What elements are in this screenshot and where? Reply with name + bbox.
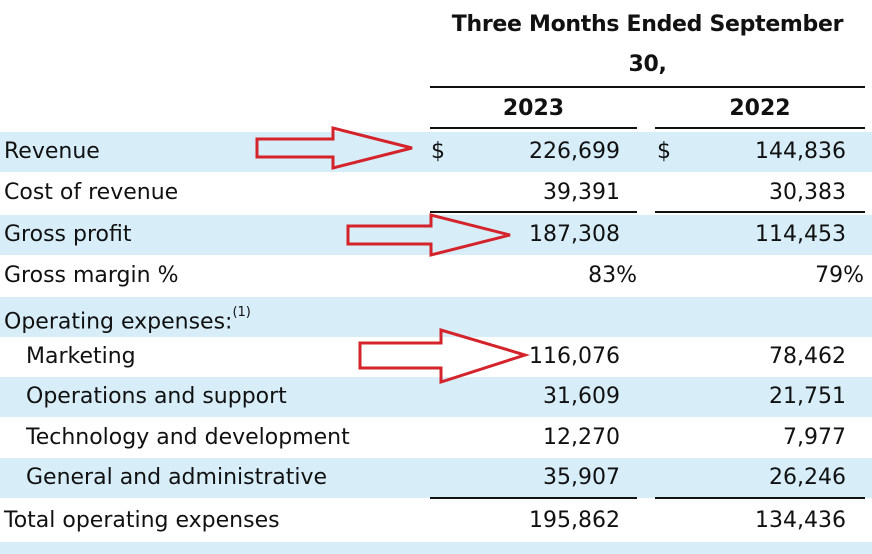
row-label: Operations and support: [26, 384, 287, 409]
table-row-operations-and-support: Operations and support 31,609 21,751: [0, 377, 872, 417]
year-2022-header: 2022: [729, 96, 791, 121]
value-2023: 226,699: [529, 139, 620, 164]
footnote-marker: (1): [232, 305, 251, 320]
currency-symbol: $: [431, 139, 445, 164]
row-label: Gross margin %: [4, 263, 179, 288]
value-2023: 116,076: [529, 344, 620, 369]
value-2023: 39,391: [543, 180, 620, 205]
value-2022: 7,977: [783, 425, 846, 450]
value-2023: 12,270: [543, 425, 620, 450]
table-row-technology-and-development: Technology and development 12,270 7,977: [0, 418, 872, 458]
subtotal-underline-2022: [655, 497, 865, 499]
row-label: Total operating expenses: [4, 508, 280, 533]
column-group-title: Three Months Ended September: [451, 12, 844, 37]
subtotal-underline-2023: [430, 211, 637, 213]
value-2022: 144,836: [755, 139, 846, 164]
value-2023: 31,609: [543, 384, 620, 409]
value-2023: 187,308: [529, 222, 620, 247]
year-2022-underline: [655, 127, 865, 129]
header-divider: [430, 86, 865, 88]
table-row-general-and-administrative: General and administrative 35,907 26,246: [0, 458, 872, 498]
row-label: Technology and development: [26, 425, 350, 450]
value-2022: 134,436: [755, 508, 846, 533]
value-2022: 21,751: [769, 384, 846, 409]
value-2023: 83%: [588, 263, 637, 288]
year-2023-header: 2023: [502, 96, 565, 121]
row-label: Operating expenses:(1): [4, 305, 251, 335]
row-label: Gross profit: [4, 222, 132, 247]
table-row-gross-profit: Gross profit 187,308 114,453: [0, 215, 872, 255]
row-label: Marketing: [26, 344, 136, 369]
value-2022: 26,246: [769, 465, 846, 490]
table-row-gross-margin: Gross margin % 83% 79%: [0, 256, 872, 296]
value-2023: 195,862: [529, 508, 620, 533]
table-row-operating-expenses-header: Operating expenses:(1): [0, 297, 872, 337]
red-arrow-icon: [358, 327, 531, 385]
currency-symbol: $: [657, 139, 671, 164]
red-arrow-icon: [346, 213, 511, 257]
table-row-cost-of-revenue: Cost of revenue 39,391 30,383: [0, 173, 872, 213]
table-row-revenue: Revenue $ 226,699 $ 144,836: [0, 132, 872, 172]
subtotal-underline-2022: [655, 211, 865, 213]
table-row-marketing: Marketing 116,076 78,462: [0, 337, 872, 377]
table-row-total-operating-expenses: Total operating expenses 195,862 134,436: [0, 501, 872, 541]
value-2023: 35,907: [543, 465, 620, 490]
value-2022: 78,462: [769, 344, 846, 369]
value-2022: 30,383: [769, 180, 846, 205]
value-2022: 114,453: [755, 222, 846, 247]
subtotal-underline-2023: [430, 497, 637, 499]
red-arrow-icon: [255, 126, 413, 170]
trailing-shaded-strip: [0, 542, 872, 554]
year-2023-underline: [430, 127, 637, 129]
row-label: Revenue: [4, 139, 100, 164]
value-2022: 79%: [815, 263, 864, 288]
row-label: General and administrative: [26, 465, 328, 490]
column-group-title-continued: 30,: [628, 52, 667, 77]
row-label: Cost of revenue: [4, 180, 179, 205]
